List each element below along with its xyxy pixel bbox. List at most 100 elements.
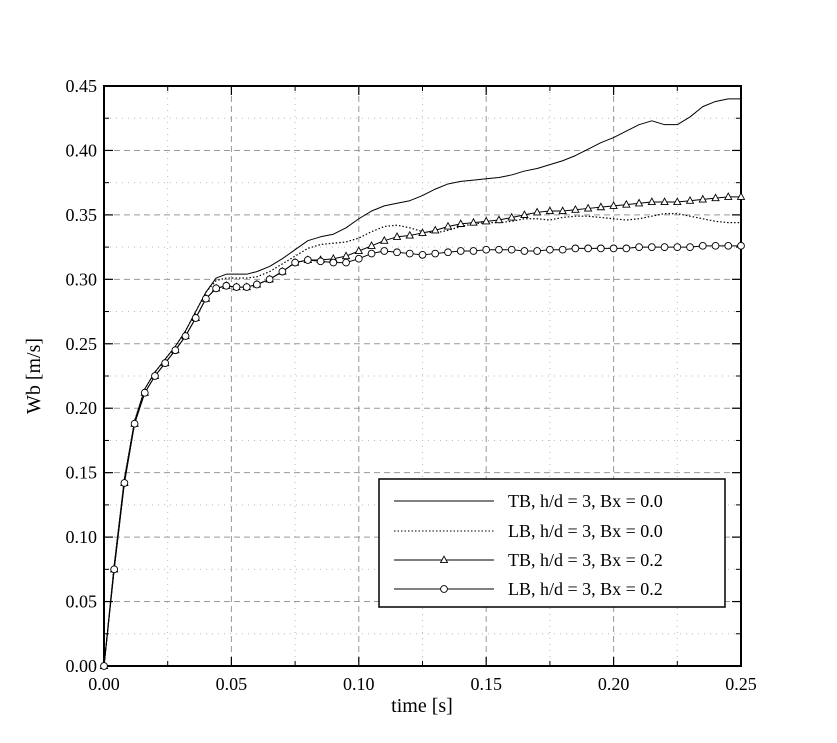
data-point-series-4 — [558, 245, 567, 254]
data-point-series-3 — [571, 204, 580, 213]
series-line-2 — [104, 213, 741, 666]
legend-label-3: TB, h/d = 3, Bx = 0.2 — [508, 550, 663, 570]
data-point-series-3 — [609, 201, 618, 209]
markers-group — [99, 192, 746, 670]
axis-ticks: 0.00 0.05 0.10 0.15 0.20 0.25 0.00 0.05 0.10 0.15… — [66, 76, 757, 694]
data-point-series-4 — [660, 243, 669, 251]
data-point-series-3 — [380, 235, 389, 244]
data-point-series-4 — [181, 332, 190, 340]
data-point-series-3 — [354, 246, 364, 255]
data-point-series-4 — [120, 479, 129, 487]
data-point-series-4 — [100, 662, 108, 670]
data-point-series-3 — [673, 197, 682, 206]
data-point-series-4 — [171, 346, 180, 355]
data-point-series-4 — [711, 241, 720, 250]
data-point-series-3 — [660, 197, 669, 206]
data-point-series-3 — [507, 212, 516, 221]
data-point-series-4 — [724, 241, 733, 250]
x-tick-label: 0.00 — [88, 674, 120, 694]
data-point-series-4 — [456, 247, 465, 255]
data-point-series-3 — [405, 230, 415, 239]
data-point-series-4 — [533, 247, 542, 255]
data-point-series-3 — [736, 192, 746, 200]
data-point-series-3 — [711, 193, 720, 202]
data-point-series-4 — [278, 267, 287, 276]
data-point-series-3 — [634, 198, 644, 207]
data-point-series-4 — [161, 359, 170, 367]
data-point-series-3 — [698, 194, 708, 203]
data-point-series-4 — [698, 241, 707, 250]
legend: TB, h/d = 3, Bx = 0.0 LB, h/d = 3, Bx = 0… — [378, 478, 726, 608]
data-point-series-4 — [380, 247, 389, 255]
x-tick-label: 0.05 — [216, 674, 248, 694]
x-tick-label: 0.10 — [343, 674, 375, 694]
data-point-series-4 — [316, 257, 325, 266]
data-point-series-4 — [737, 241, 745, 250]
legend-label-1: TB, h/d = 3, Bx = 0.0 — [508, 491, 663, 511]
data-point-series-3 — [443, 221, 453, 230]
data-point-series-4 — [232, 283, 241, 291]
data-point-series-4 — [110, 565, 119, 574]
legend-label-2: LB, h/d = 3, Bx = 0.0 — [508, 521, 663, 541]
data-point-series-4 — [222, 281, 231, 290]
data-point-series-4 — [431, 249, 440, 258]
data-point-series-4 — [265, 275, 274, 284]
data-point-series-3 — [456, 219, 465, 227]
x-tick-label: 0.15 — [470, 674, 502, 694]
data-point-series-3 — [469, 217, 478, 226]
x-tick-label: 0.25 — [725, 674, 757, 694]
y-tick-label: 0.45 — [66, 76, 98, 96]
data-point-series-4 — [495, 245, 503, 254]
data-point-series-4 — [647, 243, 656, 251]
data-point-series-4 — [342, 258, 350, 267]
data-point-series-3 — [558, 206, 567, 215]
data-point-series-4 — [622, 244, 631, 253]
data-point-series-4 — [546, 245, 554, 254]
data-point-series-4 — [151, 372, 159, 380]
y-tick-label: 0.00 — [66, 656, 98, 676]
data-point-series-4 — [329, 258, 338, 267]
data-point-series-3 — [596, 202, 606, 211]
data-point-series-3 — [724, 192, 733, 200]
data-point-series-4 — [444, 248, 452, 257]
data-point-series-3 — [532, 207, 542, 216]
data-point-series-3 — [367, 241, 376, 249]
data-point-series-4 — [597, 244, 605, 253]
data-point-series-4 — [354, 254, 363, 263]
legend-label-4: LB, h/d = 3, Bx = 0.2 — [508, 579, 663, 599]
data-point-series-4 — [482, 245, 491, 254]
y-tick-label: 0.10 — [66, 527, 98, 547]
data-point-series-4 — [405, 249, 414, 258]
data-point-series-3 — [430, 225, 440, 234]
y-axis-label: Wb [m/s] — [23, 338, 45, 414]
data-point-series-3 — [418, 228, 427, 236]
legend-marker-3 — [439, 555, 449, 564]
legend-marker-4 — [440, 585, 448, 593]
data-point-series-4 — [130, 419, 139, 428]
data-point-series-4 — [140, 388, 149, 397]
y-tick-label: 0.25 — [66, 334, 98, 354]
data-point-series-4 — [303, 256, 312, 264]
data-point-series-3 — [647, 197, 657, 206]
data-point-series-3 — [520, 210, 529, 218]
data-point-series-3 — [545, 206, 555, 215]
legend-box — [378, 478, 726, 608]
data-point-series-4 — [242, 283, 251, 291]
x-axis-label: time [s] — [391, 695, 453, 717]
x-tick-label: 0.20 — [598, 674, 630, 694]
y-tick-label: 0.15 — [66, 463, 98, 483]
data-point-series-3 — [583, 203, 593, 212]
data-point-series-4 — [469, 247, 478, 255]
y-tick-label: 0.40 — [66, 140, 98, 160]
data-point-series-4 — [291, 258, 299, 267]
data-point-series-3 — [392, 232, 402, 240]
data-point-series-3 — [622, 199, 631, 208]
data-point-series-4 — [686, 243, 694, 251]
y-tick-label: 0.30 — [66, 269, 98, 289]
data-point-series-4 — [673, 243, 682, 251]
data-point-series-4 — [253, 280, 261, 289]
data-point-series-4 — [635, 243, 643, 251]
data-point-series-4 — [393, 248, 401, 257]
data-point-series-3 — [685, 195, 695, 204]
